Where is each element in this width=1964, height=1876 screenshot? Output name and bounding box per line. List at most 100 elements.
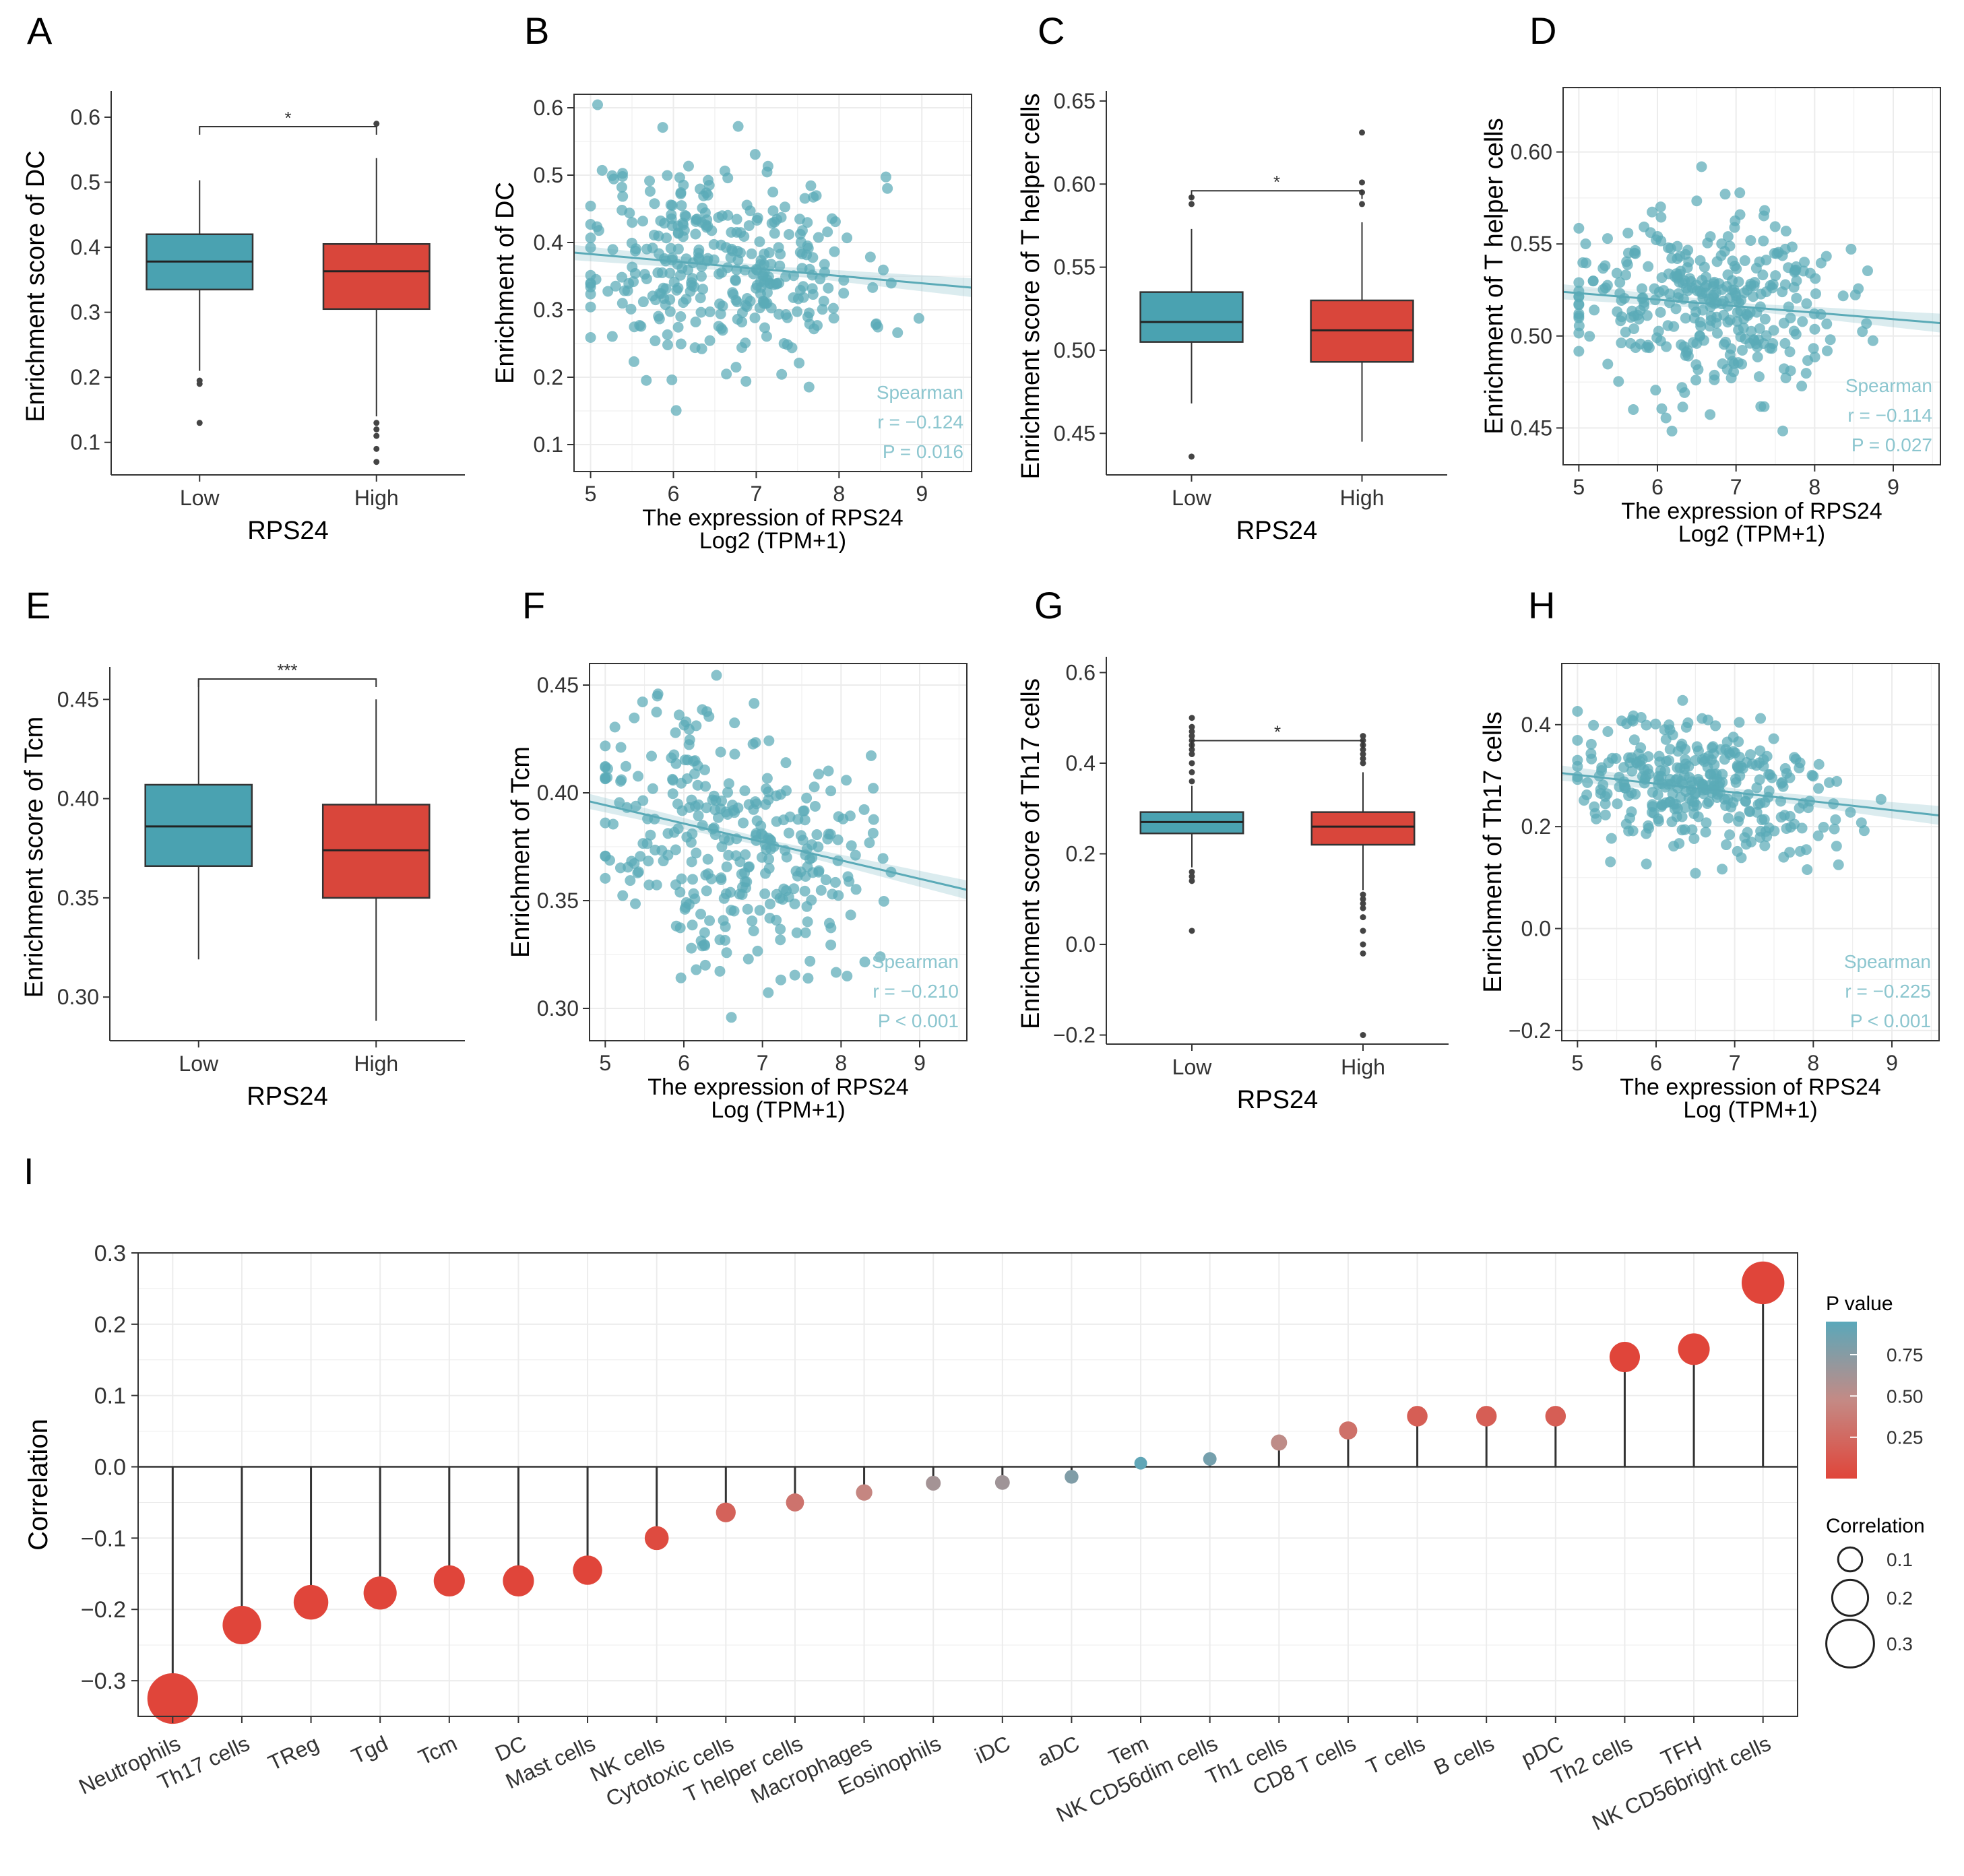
panel-d-data-point (1611, 267, 1622, 279)
panel-c-significance-bracket (1191, 190, 1363, 199)
panel-b-data-point (616, 205, 628, 216)
panel-h-data-point (1605, 856, 1616, 868)
panel-f-data-point (651, 879, 662, 891)
panel-d-data-point (1779, 279, 1791, 290)
panel-b-data-point (782, 339, 793, 350)
panel-f-data-point (842, 970, 853, 981)
panel-b-data-point (771, 214, 782, 225)
panel-b-data-point (695, 292, 706, 304)
panel-f-data-point (686, 794, 697, 806)
panel-f-data-point (614, 797, 625, 808)
panel-h-data-point (1607, 752, 1618, 764)
panel-d-data-point (1573, 313, 1585, 324)
panel-g-ytick-label: 0.4 (1066, 751, 1096, 775)
panel-f-data-point (755, 820, 767, 832)
panel-f-data-point (752, 945, 763, 957)
panel-f-data-point (800, 927, 811, 938)
panel-b-data-point (585, 242, 596, 253)
panel-h-xtick-label: 5 (1571, 1051, 1583, 1075)
panel-b-data-point (880, 171, 891, 183)
panel-h-data-point (1697, 784, 1709, 796)
panel-e-y-axis-title: Enrichment score of Tcm (20, 717, 49, 998)
panel-e-x-axis-title: RPS24 (247, 1082, 327, 1111)
panel-d-data-point (1584, 331, 1595, 342)
panel-b-data-point (758, 296, 769, 307)
panel-h-data-point (1700, 827, 1711, 838)
panel-g-xtick-label: Low (1172, 1055, 1213, 1079)
panel-i-ytick-label: −0.3 (81, 1669, 126, 1694)
panel-f-data-point (802, 973, 814, 984)
panel-i-legend-p-title: P value (1826, 1293, 1893, 1315)
panel-d-data-point (1705, 315, 1717, 326)
panel-h-data-point (1721, 839, 1732, 851)
panel-b-data-point (755, 276, 766, 287)
panel-i-legend-size-circle (1837, 1546, 1864, 1573)
panel-d-data-point (1621, 256, 1633, 267)
panel-b-data-point (822, 226, 833, 238)
panel-f-data-point (674, 922, 686, 934)
panel-b-data-point (877, 264, 889, 276)
panel-f-trend-line (589, 800, 968, 891)
panel-d-data-point (1758, 210, 1769, 222)
panel-f-data-point (614, 862, 626, 874)
panel-f-data-point (699, 939, 710, 950)
panel-b-data-point (596, 164, 608, 176)
panel-f-data-point (780, 785, 792, 796)
panel-c-ytick-label: 0.65 (1054, 89, 1096, 113)
panel-d-data-point (1663, 242, 1674, 253)
panel-b-data-point (678, 297, 689, 309)
panel-b-data-point (732, 255, 744, 266)
panel-b-data-point (630, 243, 641, 255)
panel-f-data-point (723, 835, 734, 846)
panel-f-ytick-label: 0.35 (537, 888, 579, 913)
panel-f-data-point (645, 829, 656, 841)
panel-h-data-point (1664, 719, 1675, 730)
panel-d-x-axis-subtitle: Log2 (TPM+1) (1678, 521, 1825, 547)
panel-d-xtick-label: 5 (1573, 475, 1585, 499)
panel-f-data-point (781, 851, 792, 863)
panel-g-outlier-point (1360, 755, 1366, 762)
panel-e-xtick-label: Low (179, 1052, 219, 1076)
panel-b-xtick-label: 7 (751, 482, 763, 506)
panel-d-data-point (1736, 345, 1748, 356)
panel-b-data-point (616, 181, 627, 193)
panel-g-ytick-label: 0.0 (1066, 932, 1096, 957)
panel-f-data-point (714, 965, 726, 977)
panel-b-data-point (672, 227, 684, 238)
panel-d-data-point (1613, 376, 1624, 387)
panel-d-data-point (1628, 404, 1639, 416)
panel-d-data-point (1691, 195, 1703, 207)
panel-d-data-point (1728, 366, 1740, 377)
panel-a-outlier-point (196, 420, 203, 426)
panel-b-data-point (749, 149, 761, 160)
panel-d-data-point (1622, 247, 1634, 259)
panel-f-data-point (804, 955, 816, 967)
panel-h-data-point (1813, 783, 1825, 794)
panel-b-data-point (716, 210, 728, 222)
panel-h-data-point (1618, 776, 1630, 787)
panel-d-data-point (1804, 267, 1816, 279)
panel-h-data-point (1688, 833, 1700, 844)
panel-d-ytick-label: 0.50 (1511, 324, 1552, 348)
panel-g-outlier-point (1189, 873, 1195, 880)
panel-f-data-point (799, 814, 811, 826)
panel-d-data-point (1673, 288, 1684, 299)
panel-d-data-point (1796, 381, 1808, 392)
panel-b-data-point (668, 276, 680, 288)
panel-d-data-point (1694, 286, 1706, 297)
panel-b-data-point (700, 219, 711, 230)
panel-d-data-point (1757, 269, 1769, 281)
panel-d-data-point (1797, 316, 1808, 327)
panel-h-data-point (1754, 757, 1765, 769)
panel-b-data-point (662, 339, 673, 351)
panel-g-outlier-point (1360, 941, 1366, 948)
panel-b-data-point (683, 160, 694, 172)
panel-h-data-point (1755, 825, 1767, 837)
panel-f-data-point (726, 1012, 737, 1023)
panel-i-legend-size-label: 0.2 (1887, 1588, 1913, 1609)
panel-h-data-point (1802, 864, 1813, 875)
panel-h-data-point (1765, 769, 1776, 781)
panel-b-data-point (593, 225, 604, 236)
panel-h-data-point (1640, 771, 1651, 783)
